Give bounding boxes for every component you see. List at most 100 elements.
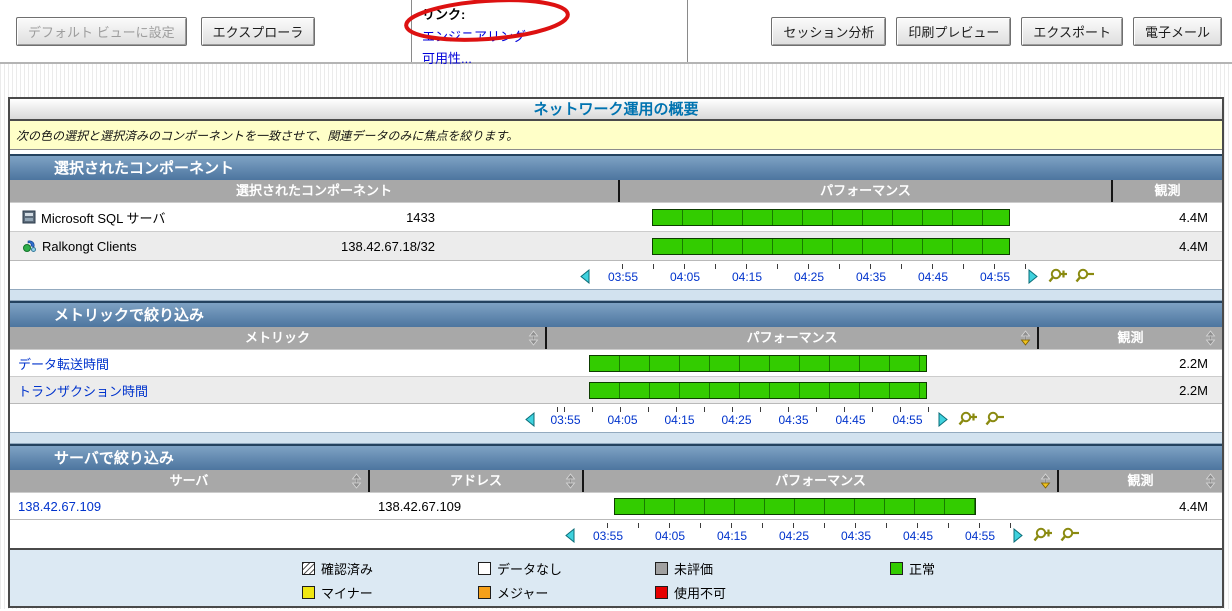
column-header-observed[interactable]: 観測 — [1039, 327, 1222, 349]
minor-swatch — [302, 586, 315, 599]
performance-bar — [589, 354, 927, 372]
server-link[interactable]: 138.42.67.109 — [18, 498, 102, 514]
magnifier-plus-icon[interactable] — [1033, 527, 1053, 543]
engineering-link[interactable]: エンジニアリング — [422, 29, 527, 44]
page-background: ネットワーク運用の概要 次の色の選択と選択済みのコンポーネントを一致させて、関連… — [0, 64, 1232, 609]
magnifier-plus-icon[interactable] — [958, 411, 978, 427]
links-label: リンク: — [422, 7, 466, 22]
top-toolbar: デフォルト ビューに設定 エクスプローラ リンク: エンジニアリング 可用性..… — [0, 0, 1232, 66]
page-title: ネットワーク運用の概要 — [10, 99, 1222, 121]
table-row[interactable]: Microsoft SQL サーバ 1433 4.4M — [10, 202, 1222, 231]
left-arrow-icon[interactable] — [564, 528, 575, 543]
unevaluated-swatch — [655, 562, 668, 575]
time-label[interactable]: 04:55 — [964, 529, 996, 543]
legend-item-unevaluated: 未評価 — [655, 559, 713, 578]
observed-value: 4.4M — [1179, 238, 1208, 254]
server-address: 138.42.67.109 — [378, 498, 462, 514]
time-label[interactable]: 04:05 — [669, 270, 701, 284]
time-axis: 03:55 04:05 04:15 04:25 04:35 04:45 04:5… — [10, 519, 1222, 548]
sort-arrows-icon[interactable] — [564, 473, 577, 489]
time-label[interactable]: 04:45 — [902, 529, 934, 543]
time-label[interactable]: 04:55 — [979, 270, 1011, 284]
time-label[interactable]: 04:35 — [778, 413, 809, 427]
export-button[interactable]: エクスポート — [1021, 16, 1123, 46]
magnifier-minus-icon[interactable] — [1075, 268, 1095, 284]
column-header-performance[interactable]: パフォーマンス — [620, 180, 1113, 202]
time-label[interactable]: 04:25 — [793, 270, 825, 284]
column-header-performance[interactable]: パフォーマンス — [547, 327, 1039, 349]
sort-arrows-desc-icon[interactable] — [1039, 473, 1052, 489]
magnifier-plus-icon[interactable] — [1048, 268, 1068, 284]
availability-link[interactable]: 可用性... — [422, 51, 472, 66]
session-analysis-button[interactable]: セッション分析 — [771, 16, 887, 46]
table-row[interactable]: Ralkongt Clients 138.42.67.18/32 4.4M — [10, 231, 1222, 260]
toolbar-right-group: セッション分析 印刷プレビュー エクスポート 電子メール — [688, 0, 1232, 62]
time-label[interactable]: 04:55 — [892, 413, 923, 427]
email-button[interactable]: 電子メール — [1132, 16, 1222, 46]
magnifier-minus-icon[interactable] — [985, 411, 1005, 427]
legend-item-major: メジャー — [478, 583, 548, 602]
right-arrow-icon[interactable] — [1028, 269, 1039, 284]
section-header-selected-components: 選択されたコンポーネント — [10, 154, 1222, 180]
time-label[interactable]: 04:35 — [840, 529, 872, 543]
components-table-header: 選択されたコンポーネント パフォーマンス 観測 — [10, 180, 1222, 202]
toolbar-left-group: デフォルト ビューに設定 エクスプローラ — [0, 0, 412, 62]
table-row[interactable]: 138.42.67.109 138.42.67.109 4.4M — [10, 492, 1222, 519]
observed-value: 2.2M — [1179, 355, 1208, 371]
table-row[interactable]: トランザクション時間 2.2M — [10, 376, 1222, 403]
performance-bar — [652, 237, 1010, 255]
column-header-observed[interactable]: 観測 — [1059, 470, 1222, 492]
observed-value: 4.4M — [1179, 498, 1208, 514]
left-arrow-icon[interactable] — [579, 269, 590, 284]
right-arrow-icon[interactable] — [938, 412, 949, 427]
column-header-address[interactable]: アドレス — [370, 470, 584, 492]
right-arrow-icon[interactable] — [1013, 528, 1024, 543]
column-header-metric[interactable]: メトリック — [10, 327, 547, 349]
time-label[interactable]: 04:15 — [664, 413, 695, 427]
time-label[interactable]: 04:45 — [917, 270, 949, 284]
sort-arrows-icon[interactable] — [1204, 330, 1217, 346]
time-label[interactable]: 04:15 — [716, 529, 748, 543]
column-header-performance[interactable]: パフォーマンス — [584, 470, 1059, 492]
checked-swatch — [302, 562, 315, 575]
observed-value: 4.4M — [1179, 209, 1208, 225]
table-row[interactable]: データ転送時間 2.2M — [10, 349, 1222, 376]
time-axis: 03:55 04:05 04:15 04:25 04:35 04:45 04:5… — [10, 260, 1222, 289]
time-label[interactable]: 04:25 — [721, 413, 752, 427]
time-label[interactable]: 04:05 — [654, 529, 686, 543]
component-address: 138.42.67.18/32 — [341, 238, 435, 254]
major-swatch — [478, 586, 491, 599]
axis-ticks — [537, 407, 936, 412]
time-label[interactable]: 03:55 — [607, 270, 639, 284]
axis-ticks — [592, 264, 1026, 269]
sort-arrows-desc-icon[interactable] — [1019, 330, 1032, 346]
sort-arrows-icon[interactable] — [527, 330, 540, 346]
time-label[interactable]: 04:05 — [607, 413, 638, 427]
explorer-button[interactable]: エクスプローラ — [200, 16, 316, 46]
time-label[interactable]: 04:45 — [835, 413, 866, 427]
legend-item-checked: 確認済み — [302, 559, 373, 578]
sql-server-icon — [22, 210, 36, 224]
time-label[interactable]: 03:55 — [592, 529, 624, 543]
time-label[interactable]: 03:55 — [550, 413, 581, 427]
column-header-selected-components[interactable]: 選択されたコンポーネント — [10, 180, 620, 202]
column-header-observed[interactable]: 観測 — [1154, 183, 1181, 198]
time-label[interactable]: 04:35 — [855, 270, 887, 284]
legend-item-unavailable: 使用不可 — [655, 583, 726, 602]
print-preview-button[interactable]: 印刷プレビュー — [896, 16, 1012, 46]
time-label[interactable]: 04:15 — [731, 270, 763, 284]
metric-link[interactable]: データ転送時間 — [18, 356, 110, 372]
component-port: 1433 — [406, 209, 435, 225]
sort-arrows-icon[interactable] — [1204, 473, 1217, 489]
time-label[interactable]: 04:25 — [778, 529, 810, 543]
sort-arrows-icon[interactable] — [350, 473, 363, 489]
clients-icon — [23, 240, 36, 252]
section-divider — [10, 289, 1222, 301]
section-header-filter-by-server: サーバで絞り込み — [10, 444, 1222, 470]
column-header-server[interactable]: サーバ — [10, 470, 370, 492]
left-arrow-icon[interactable] — [524, 412, 535, 427]
set-default-view-button[interactable]: デフォルト ビューに設定 — [16, 16, 187, 46]
metric-link[interactable]: トランザクション時間 — [18, 383, 149, 399]
component-name: Microsoft SQL サーバ — [41, 210, 166, 226]
magnifier-minus-icon[interactable] — [1060, 527, 1080, 543]
